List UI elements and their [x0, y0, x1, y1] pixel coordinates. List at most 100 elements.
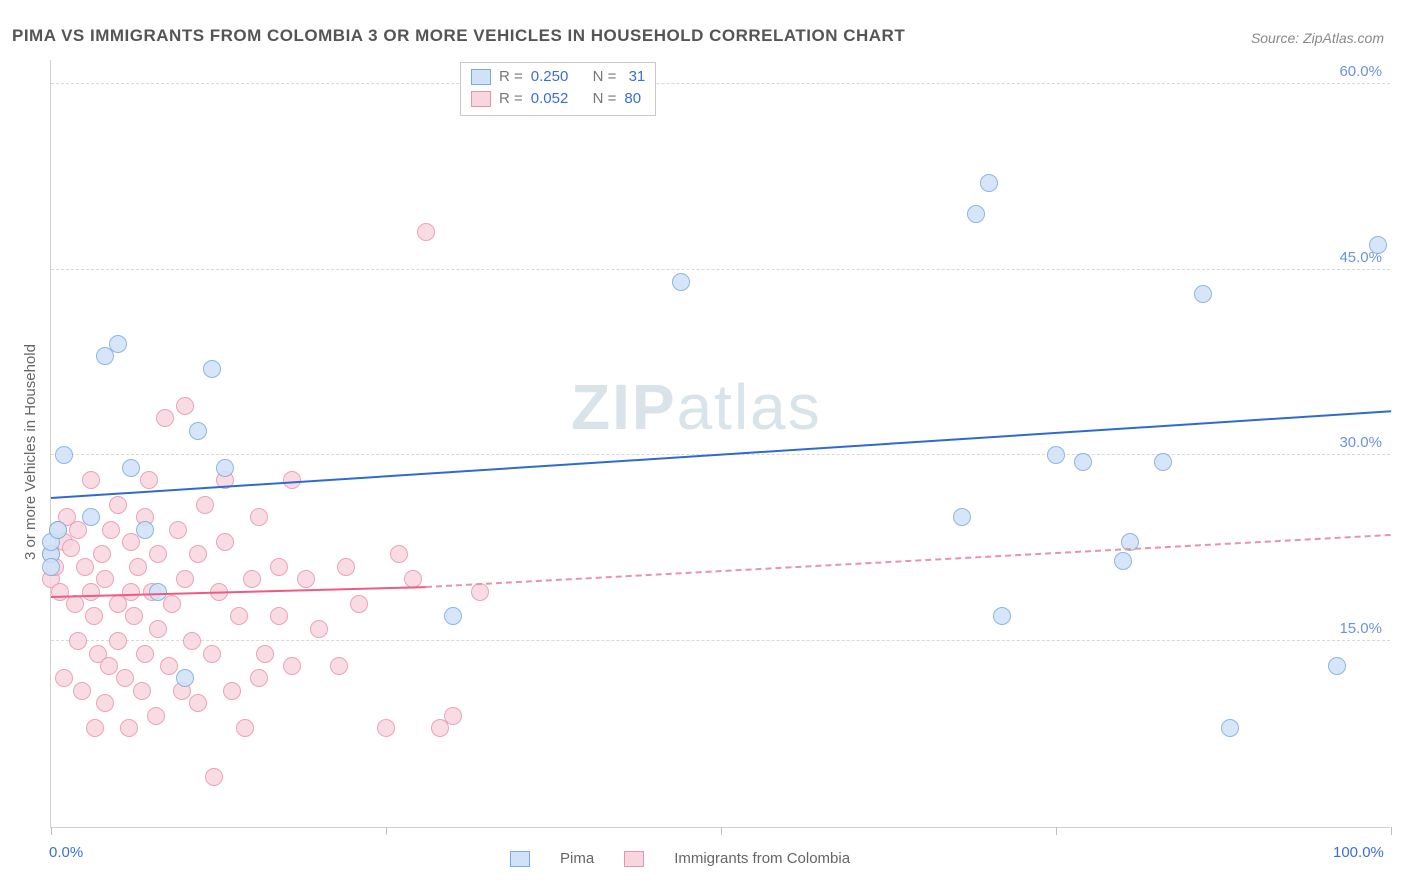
- data-point: [149, 583, 167, 601]
- data-point: [136, 521, 154, 539]
- data-point: [250, 508, 268, 526]
- y-tick-label: 60.0%: [1339, 63, 1382, 80]
- source-label: Source: ZipAtlas.com: [1251, 30, 1384, 46]
- data-point: [82, 508, 100, 526]
- data-point: [216, 533, 234, 551]
- data-point: [953, 508, 971, 526]
- data-point: [203, 645, 221, 663]
- y-tick-label: 30.0%: [1339, 434, 1382, 451]
- data-point: [156, 409, 174, 427]
- n-label: N =: [593, 88, 617, 110]
- pima-r-value: 0.250: [531, 66, 569, 88]
- data-point: [86, 719, 104, 737]
- legend-row-pima: R = 0.250 N = 31: [471, 66, 645, 88]
- data-point: [967, 205, 985, 223]
- data-point: [122, 459, 140, 477]
- data-point: [176, 669, 194, 687]
- data-point: [96, 570, 114, 588]
- data-point: [1328, 657, 1346, 675]
- data-point: [133, 682, 151, 700]
- data-point: [125, 607, 143, 625]
- pima-label: Pima: [560, 850, 594, 867]
- r-label: R =: [499, 66, 523, 88]
- colombia-n-value: 80: [624, 88, 641, 110]
- data-point: [49, 521, 67, 539]
- data-point: [1221, 719, 1239, 737]
- data-point: [169, 521, 187, 539]
- data-point: [96, 694, 114, 712]
- data-point: [189, 545, 207, 563]
- data-point: [51, 583, 69, 601]
- data-point: [270, 607, 288, 625]
- data-point: [129, 558, 147, 576]
- n-label: N =: [593, 66, 617, 88]
- chart-container: PIMA VS IMMIGRANTS FROM COLOMBIA 3 OR MO…: [0, 0, 1406, 892]
- plot-area: ZIPatlas 15.0%30.0%45.0%60.0%0.0%100.0%: [50, 60, 1390, 828]
- data-point: [1194, 285, 1212, 303]
- data-point: [1047, 446, 1065, 464]
- data-point: [980, 174, 998, 192]
- data-point: [136, 645, 154, 663]
- data-point: [116, 669, 134, 687]
- data-point: [76, 558, 94, 576]
- data-point: [149, 545, 167, 563]
- data-point: [100, 657, 118, 675]
- data-point: [109, 335, 127, 353]
- series-legend: Pima Immigrants from Colombia: [510, 850, 850, 867]
- data-point: [236, 719, 254, 737]
- data-point: [176, 397, 194, 415]
- y-tick-label: 15.0%: [1339, 620, 1382, 637]
- colombia-label: Immigrants from Colombia: [674, 850, 850, 867]
- data-point: [390, 545, 408, 563]
- data-point: [672, 273, 690, 291]
- data-point: [109, 632, 127, 650]
- data-point: [102, 521, 120, 539]
- colombia-swatch-icon: [624, 851, 644, 867]
- data-point: [140, 471, 158, 489]
- data-point: [203, 360, 221, 378]
- data-point: [176, 570, 194, 588]
- data-point: [297, 570, 315, 588]
- data-point: [122, 583, 140, 601]
- data-point: [250, 669, 268, 687]
- trend-line: [426, 534, 1391, 588]
- data-point: [243, 570, 261, 588]
- pima-swatch-icon: [471, 69, 491, 85]
- data-point: [1154, 453, 1172, 471]
- data-point: [183, 632, 201, 650]
- colombia-swatch-icon: [471, 91, 491, 107]
- r-label: R =: [499, 88, 523, 110]
- data-point: [109, 496, 127, 514]
- legend-row-colombia: R = 0.052 N = 80: [471, 88, 645, 110]
- y-axis-label: 3 or more Vehicles in Household: [22, 344, 39, 560]
- data-point: [993, 607, 1011, 625]
- data-point: [1074, 453, 1092, 471]
- data-point: [62, 539, 80, 557]
- data-point: [120, 719, 138, 737]
- data-point: [69, 632, 87, 650]
- data-point: [337, 558, 355, 576]
- data-point: [216, 459, 234, 477]
- data-point: [189, 422, 207, 440]
- data-point: [330, 657, 348, 675]
- data-point: [163, 595, 181, 613]
- data-point: [93, 545, 111, 563]
- data-point: [1114, 552, 1132, 570]
- data-point: [85, 607, 103, 625]
- data-point: [270, 558, 288, 576]
- watermark: ZIPatlas: [571, 370, 822, 444]
- x-tick-label: 0.0%: [49, 844, 83, 861]
- data-point: [283, 657, 301, 675]
- data-point: [310, 620, 328, 638]
- data-point: [66, 595, 84, 613]
- data-point: [256, 645, 274, 663]
- data-point: [42, 558, 60, 576]
- data-point: [230, 607, 248, 625]
- pima-swatch-icon: [510, 851, 530, 867]
- x-tick-label: 100.0%: [1333, 844, 1384, 861]
- data-point: [417, 223, 435, 241]
- data-point: [149, 620, 167, 638]
- data-point: [350, 595, 368, 613]
- data-point: [160, 657, 178, 675]
- data-point: [1369, 236, 1387, 254]
